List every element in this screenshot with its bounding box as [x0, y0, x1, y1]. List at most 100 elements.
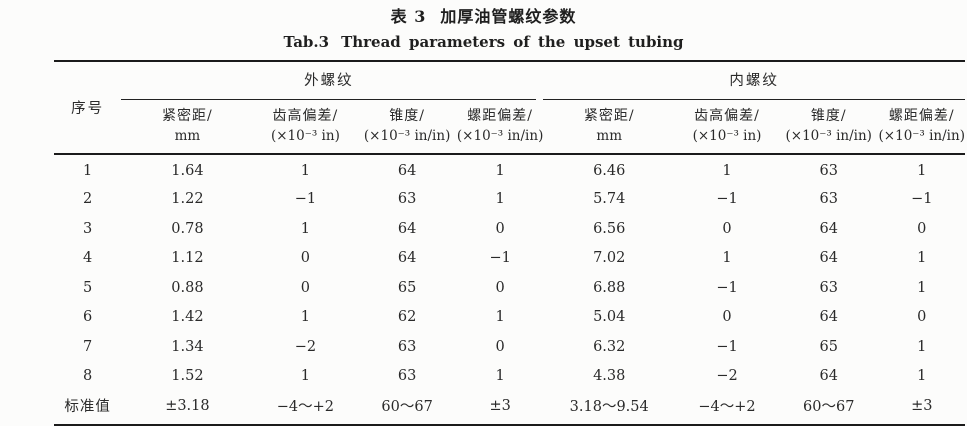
column-header-ext-tightness: 紧密距/: [162, 108, 213, 124]
cell-ext-pitch-dev: 1: [495, 163, 505, 180]
column-unit-ext-tightness: mm: [121, 126, 254, 155]
cell-int-taper: 64: [819, 309, 838, 326]
cell-ext-tightness: 0.88: [171, 279, 204, 296]
group-header-external-thread: 外螺纹: [121, 62, 543, 100]
cell-ext-tooth-dev: 1: [300, 368, 311, 385]
column-header-int-taper: 锥度/: [810, 108, 847, 124]
cell-int-tightness: 6.32: [593, 338, 626, 355]
cell-ext-taper: 63: [397, 368, 417, 385]
table-body: 1 1.64 1 64 1 6.46 1 63 1 2 1.22 −1 63 1…: [54, 155, 965, 424]
cell-int-tooth-dev: 0: [722, 220, 732, 237]
cell-ext-tightness: 1.22: [171, 191, 204, 208]
cell-std-int-pitch-dev: ±3: [911, 397, 933, 414]
cell-ext-pitch-dev: 0: [495, 279, 505, 296]
cell-int-tightness: 6.46: [593, 163, 626, 180]
cell-row-no: 5: [83, 279, 93, 296]
subheader-name-row: 紧密距/ 齿高偏差/ 锥度/ 螺距偏差/ 紧密距/ 齿高偏差/ 锥度/ 螺距偏差…: [54, 100, 965, 126]
cell-ext-tightness: 1.42: [171, 309, 204, 326]
column-header-ext-taper: 锥度/: [389, 108, 425, 124]
cell-std-int-taper: 60～67: [803, 399, 855, 415]
cell-ext-pitch-dev: 1: [495, 309, 505, 326]
data-table-container: 序号 外螺纹 内螺纹 紧密距/ 齿高偏差/ 锥度/ 螺距偏差/ 紧密距/ 齿高偏…: [54, 60, 965, 426]
cell-int-tooth-dev: −1: [716, 338, 738, 355]
cell-int-tooth-dev: −1: [716, 279, 738, 296]
cell-ext-taper: 62: [397, 309, 417, 326]
table-titles: 表 3 加厚油管螺纹参数 Tab.3 Thread parameters of th…: [0, 0, 967, 53]
column-header-int-tightness: 紧密距/: [583, 108, 635, 124]
table-row: 6 1.42 1 62 1 5.04 0 64 0: [54, 303, 965, 333]
cell-std-int-tooth-dev: −4～+2: [698, 399, 756, 415]
cell-int-tooth-dev: 0: [722, 309, 732, 326]
cell-ext-tooth-dev: −2: [294, 338, 317, 355]
cell-std-ext-pitch-dev: ±3: [489, 397, 511, 414]
cell-int-pitch-dev: −1: [911, 191, 933, 208]
cell-int-tightness: 5.04: [593, 309, 626, 326]
column-unit-int-tightness: mm: [543, 126, 676, 155]
table-row: 1 1.64 1 64 1 6.46 1 63 1: [54, 155, 965, 185]
cell-int-taper: 64: [819, 368, 838, 385]
cell-ext-pitch-dev: −1: [489, 250, 511, 267]
table-title-en: Tab.3 Thread parameters of the upset tubi…: [0, 31, 967, 53]
cell-int-tooth-dev: −1: [716, 191, 738, 208]
cell-int-pitch-dev: 1: [917, 250, 927, 267]
cell-row-no: 1: [83, 163, 93, 180]
cell-int-tooth-dev: 1: [722, 250, 732, 267]
cell-ext-taper: 64: [397, 220, 417, 237]
subheader-unit-row: mm (×10⁻³ in) (×10⁻³ in/in) (×10⁻³ in/in…: [54, 126, 965, 155]
cell-int-tooth-dev: 1: [722, 163, 732, 180]
cell-ext-pitch-dev: 0: [495, 220, 505, 237]
cell-ext-pitch-dev: 0: [495, 338, 505, 355]
cell-row-no: 6: [83, 309, 93, 326]
table-row: 5 0.88 0 65 0 6.88 −1 63 1: [54, 273, 965, 303]
column-unit-ext-taper: (×10⁻³ in/in): [357, 126, 457, 155]
cell-standard-label: 标准值: [64, 399, 111, 415]
table-number-en: Tab.3: [283, 33, 330, 51]
table-row: 7 1.34 −2 63 0 6.32 −1 65 1: [54, 332, 965, 362]
column-unit-int-pitch-dev: (×10⁻³ in/in): [878, 126, 965, 155]
cell-ext-tooth-dev: 0: [300, 250, 311, 267]
cell-int-taper: 64: [819, 220, 838, 237]
table-row: 2 1.22 −1 63 1 5.74 −1 63 −1: [54, 185, 965, 215]
cell-ext-taper: 64: [397, 163, 417, 180]
cell-row-no: 4: [83, 250, 93, 267]
cell-row-no: 2: [83, 191, 93, 208]
cell-int-pitch-dev: 1: [917, 368, 927, 385]
group-header-external-label: 外螺纹: [121, 62, 537, 100]
cell-ext-pitch-dev: 1: [495, 191, 505, 208]
cell-ext-tightness: 1.12: [171, 250, 204, 267]
column-header-int-pitch-dev: 螺距偏差/: [888, 108, 955, 124]
cell-int-tooth-dev: −2: [716, 368, 738, 385]
cell-ext-taper: 65: [397, 279, 417, 296]
column-unit-ext-tooth-dev: (×10⁻³ in): [253, 126, 358, 155]
cell-std-ext-tooth-dev: −4～+2: [276, 399, 335, 415]
cell-std-ext-taper: 60～67: [381, 399, 433, 415]
column-header-serial: 序号: [54, 62, 122, 155]
cell-ext-tightness: 0.78: [171, 220, 204, 237]
table-header: 序号 外螺纹 内螺纹 紧密距/ 齿高偏差/ 锥度/ 螺距偏差/ 紧密距/ 齿高偏…: [54, 62, 965, 155]
cell-ext-tooth-dev: 1: [300, 163, 311, 180]
cell-int-tightness: 6.56: [593, 220, 626, 237]
cell-ext-taper: 63: [397, 191, 417, 208]
cell-int-taper: 63: [819, 163, 838, 180]
cell-ext-taper: 63: [397, 338, 417, 355]
cell-int-taper: 63: [819, 279, 838, 296]
table-row: 4 1.12 0 64 −1 7.02 1 64 1: [54, 244, 965, 274]
cell-int-pitch-dev: 1: [917, 279, 927, 296]
table-row: 3 0.78 1 64 0 6.56 0 64 0: [54, 214, 965, 244]
cell-ext-taper: 64: [397, 250, 417, 267]
column-header-ext-pitch-dev: 螺距偏差/: [467, 108, 533, 124]
cell-int-taper: 65: [819, 338, 838, 355]
cell-ext-pitch-dev: 1: [495, 368, 505, 385]
table-number-cn: 表 3: [390, 7, 427, 26]
cell-int-taper: 64: [819, 250, 838, 267]
cell-row-no: 7: [83, 338, 93, 355]
cell-int-tightness: 6.88: [593, 279, 626, 296]
cell-std-ext-tightness: ±3.18: [165, 397, 210, 414]
cell-ext-tightness: 1.52: [171, 368, 204, 385]
table-row: 8 1.52 1 63 1 4.38 −2 64 1: [54, 362, 965, 392]
cell-int-pitch-dev: 1: [917, 338, 927, 355]
cell-row-no: 8: [83, 368, 93, 385]
column-unit-int-taper: (×10⁻³ in/in): [778, 126, 879, 155]
group-header-row: 序号 外螺纹 内螺纹: [54, 62, 965, 155]
thread-parameters-table: 序号 外螺纹 内螺纹 紧密距/ 齿高偏差/ 锥度/ 螺距偏差/ 紧密距/ 齿高偏…: [54, 60, 965, 426]
